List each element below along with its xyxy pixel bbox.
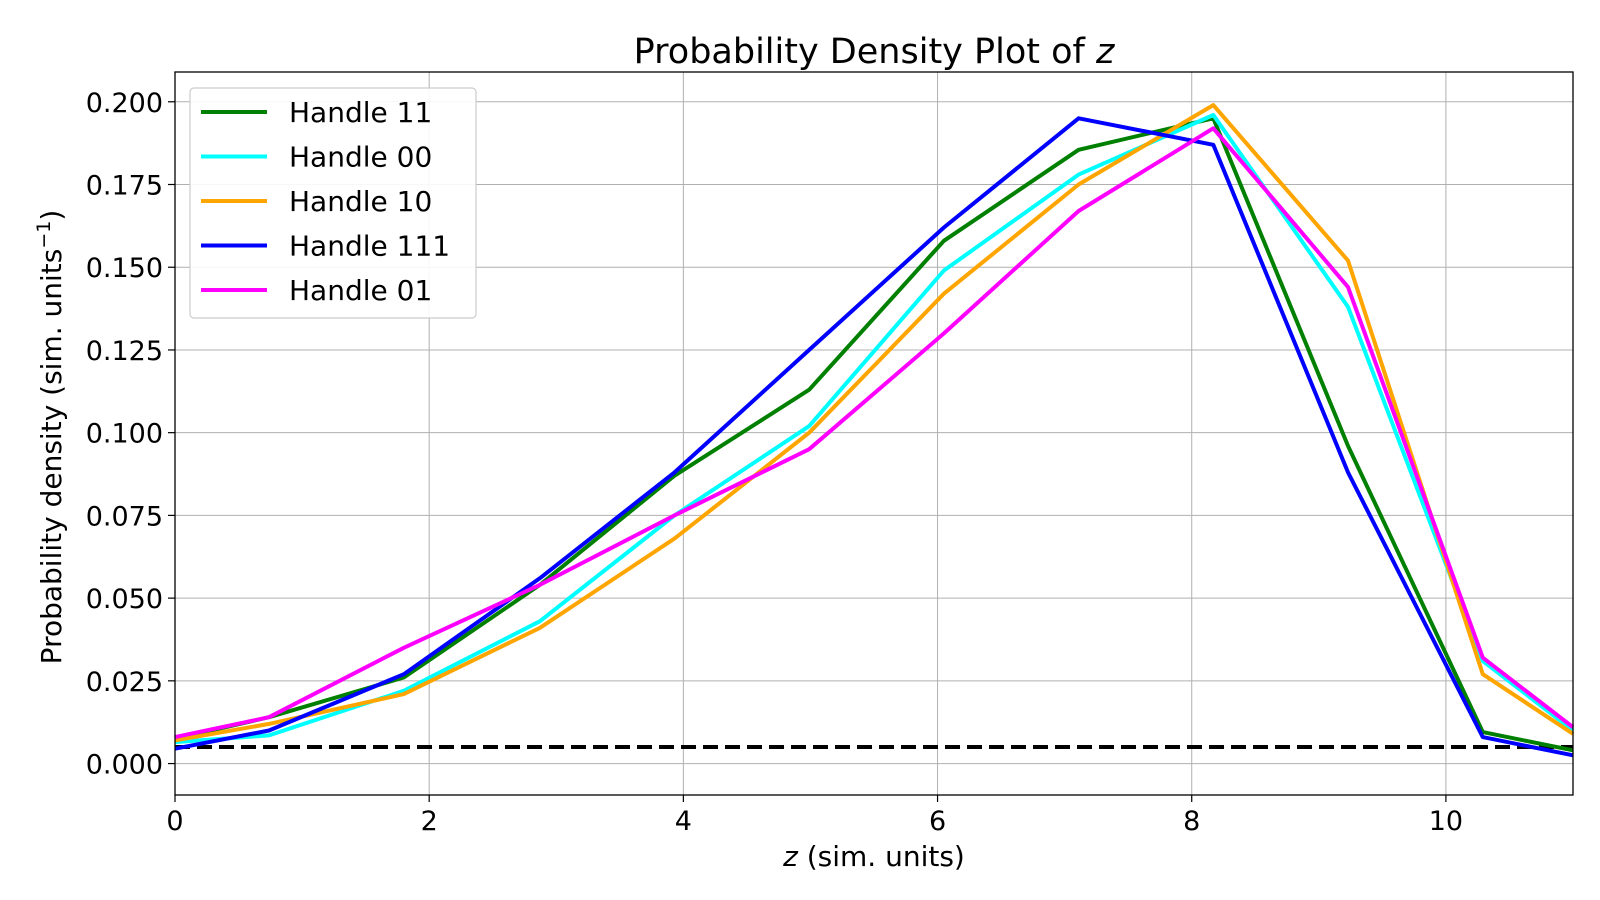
y-tick-label: 0.125 [86,336,163,367]
y-tick-label: 0.175 [86,171,163,202]
plot-area-frame [174,71,1574,796]
x-tick-label: 8 [1183,806,1200,837]
y-axis-ticks: 0.000 0.025 0.050 0.075 0.100 0.125 0.150 0.175… [86,88,175,781]
y-tick-label: 0.050 [86,584,163,615]
legend-label: Handle 01 [289,274,432,307]
series-line-3 [174,116,1574,758]
x-axis-label: z (sim. units) [782,840,965,873]
y-tick-label: 0.100 [86,419,163,450]
chart-title: Probability Density Plot of z [634,32,1115,72]
legend-label: Handle 00 [289,141,432,174]
series-line-4 [174,126,1575,740]
x-tick-label: 4 [675,806,692,837]
legend: Handle 11 Handle 00 Handle 10 Handle 111 Han… [189,87,477,319]
legend-box [189,87,477,319]
x-tick-label: 2 [421,806,438,837]
series-line-2 [174,103,1575,743]
legend-label: Handle 11 [289,96,432,129]
y-tick-label: 0.025 [86,667,163,698]
y-tick-label: 0.000 [86,750,163,781]
grid-layer [174,72,1573,795]
x-tick-label: 10 [1429,806,1463,837]
x-axis-ticks: 0 2 4 6 8 10 [166,795,1463,837]
x-tick-label: 6 [929,806,946,837]
legend-label: Handle 111 [289,230,450,263]
series-layer [174,103,1575,758]
y-tick-label: 0.200 [86,88,163,119]
legend-entries: Handle 11 Handle 00 Handle 10 Handle 111 Han… [201,96,450,307]
legend-label: Handle 10 [289,185,432,218]
y-tick-label: 0.150 [86,253,163,284]
x-tick-label: 0 [166,806,183,837]
y-tick-label: 0.075 [86,501,163,532]
y-axis-label: Probability density (sim. units−1) [33,210,68,665]
